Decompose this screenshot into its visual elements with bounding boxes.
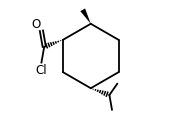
- Text: O: O: [31, 18, 41, 31]
- Polygon shape: [80, 9, 91, 25]
- Text: Cl: Cl: [36, 64, 47, 76]
